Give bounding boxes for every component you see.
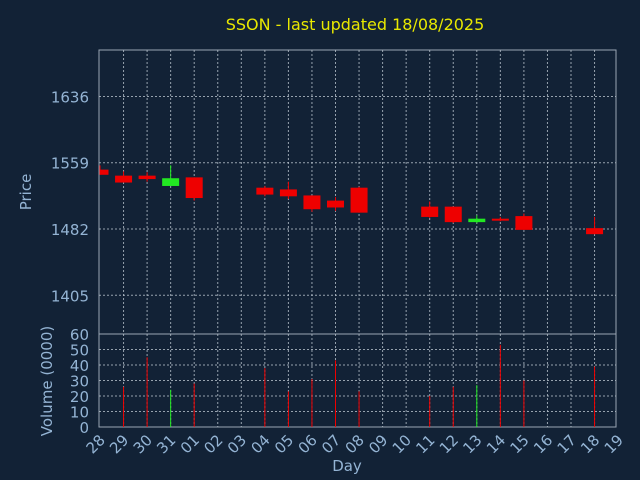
candle-body bbox=[115, 175, 133, 183]
price-axis-label: Price bbox=[17, 174, 35, 211]
candle-body bbox=[515, 216, 533, 230]
volume-tick-label: 50 bbox=[70, 342, 89, 360]
price-tick-label: 1482 bbox=[51, 221, 89, 239]
candles bbox=[99, 165, 604, 235]
price-y-ticks: 1405 1482 1559 1636 bbox=[51, 88, 89, 305]
candle-body bbox=[444, 206, 462, 223]
price-tick-label: 1636 bbox=[51, 88, 89, 106]
volume-tick-label: 60 bbox=[70, 326, 89, 344]
candle-body bbox=[185, 177, 203, 199]
price-tick-label: 1405 bbox=[51, 287, 89, 305]
candle-body bbox=[303, 195, 321, 210]
volume-bars bbox=[123, 344, 596, 427]
x-axis-label: Day bbox=[332, 457, 362, 475]
candle-body bbox=[138, 175, 156, 180]
volume-axis-label: Volume (0000) bbox=[38, 326, 56, 436]
candle-body bbox=[279, 189, 297, 197]
candle-body bbox=[491, 218, 509, 221]
candle-body bbox=[421, 206, 439, 217]
candle-body bbox=[100, 169, 109, 175]
price-panel: 1405 1482 1559 1636 Price bbox=[17, 49, 617, 335]
chart-title: SSON - last updated 18/08/2025 bbox=[226, 15, 485, 34]
volume-tick-label: 40 bbox=[70, 357, 89, 375]
candle-body bbox=[256, 187, 274, 195]
volume-tick-label: 0 bbox=[79, 419, 89, 437]
price-tick-label: 1559 bbox=[51, 155, 89, 173]
candle-body bbox=[586, 228, 604, 235]
candle-body bbox=[327, 200, 344, 208]
volume-tick-label: 10 bbox=[70, 404, 89, 422]
x-axis-ticks: 2829303101020304050607080910111213141516… bbox=[83, 431, 627, 457]
candle-body bbox=[350, 187, 368, 213]
volume-tick-label: 30 bbox=[70, 373, 89, 391]
candle-body bbox=[468, 218, 486, 223]
candle-body bbox=[162, 178, 180, 186]
volume-tick-label: 20 bbox=[70, 388, 89, 406]
